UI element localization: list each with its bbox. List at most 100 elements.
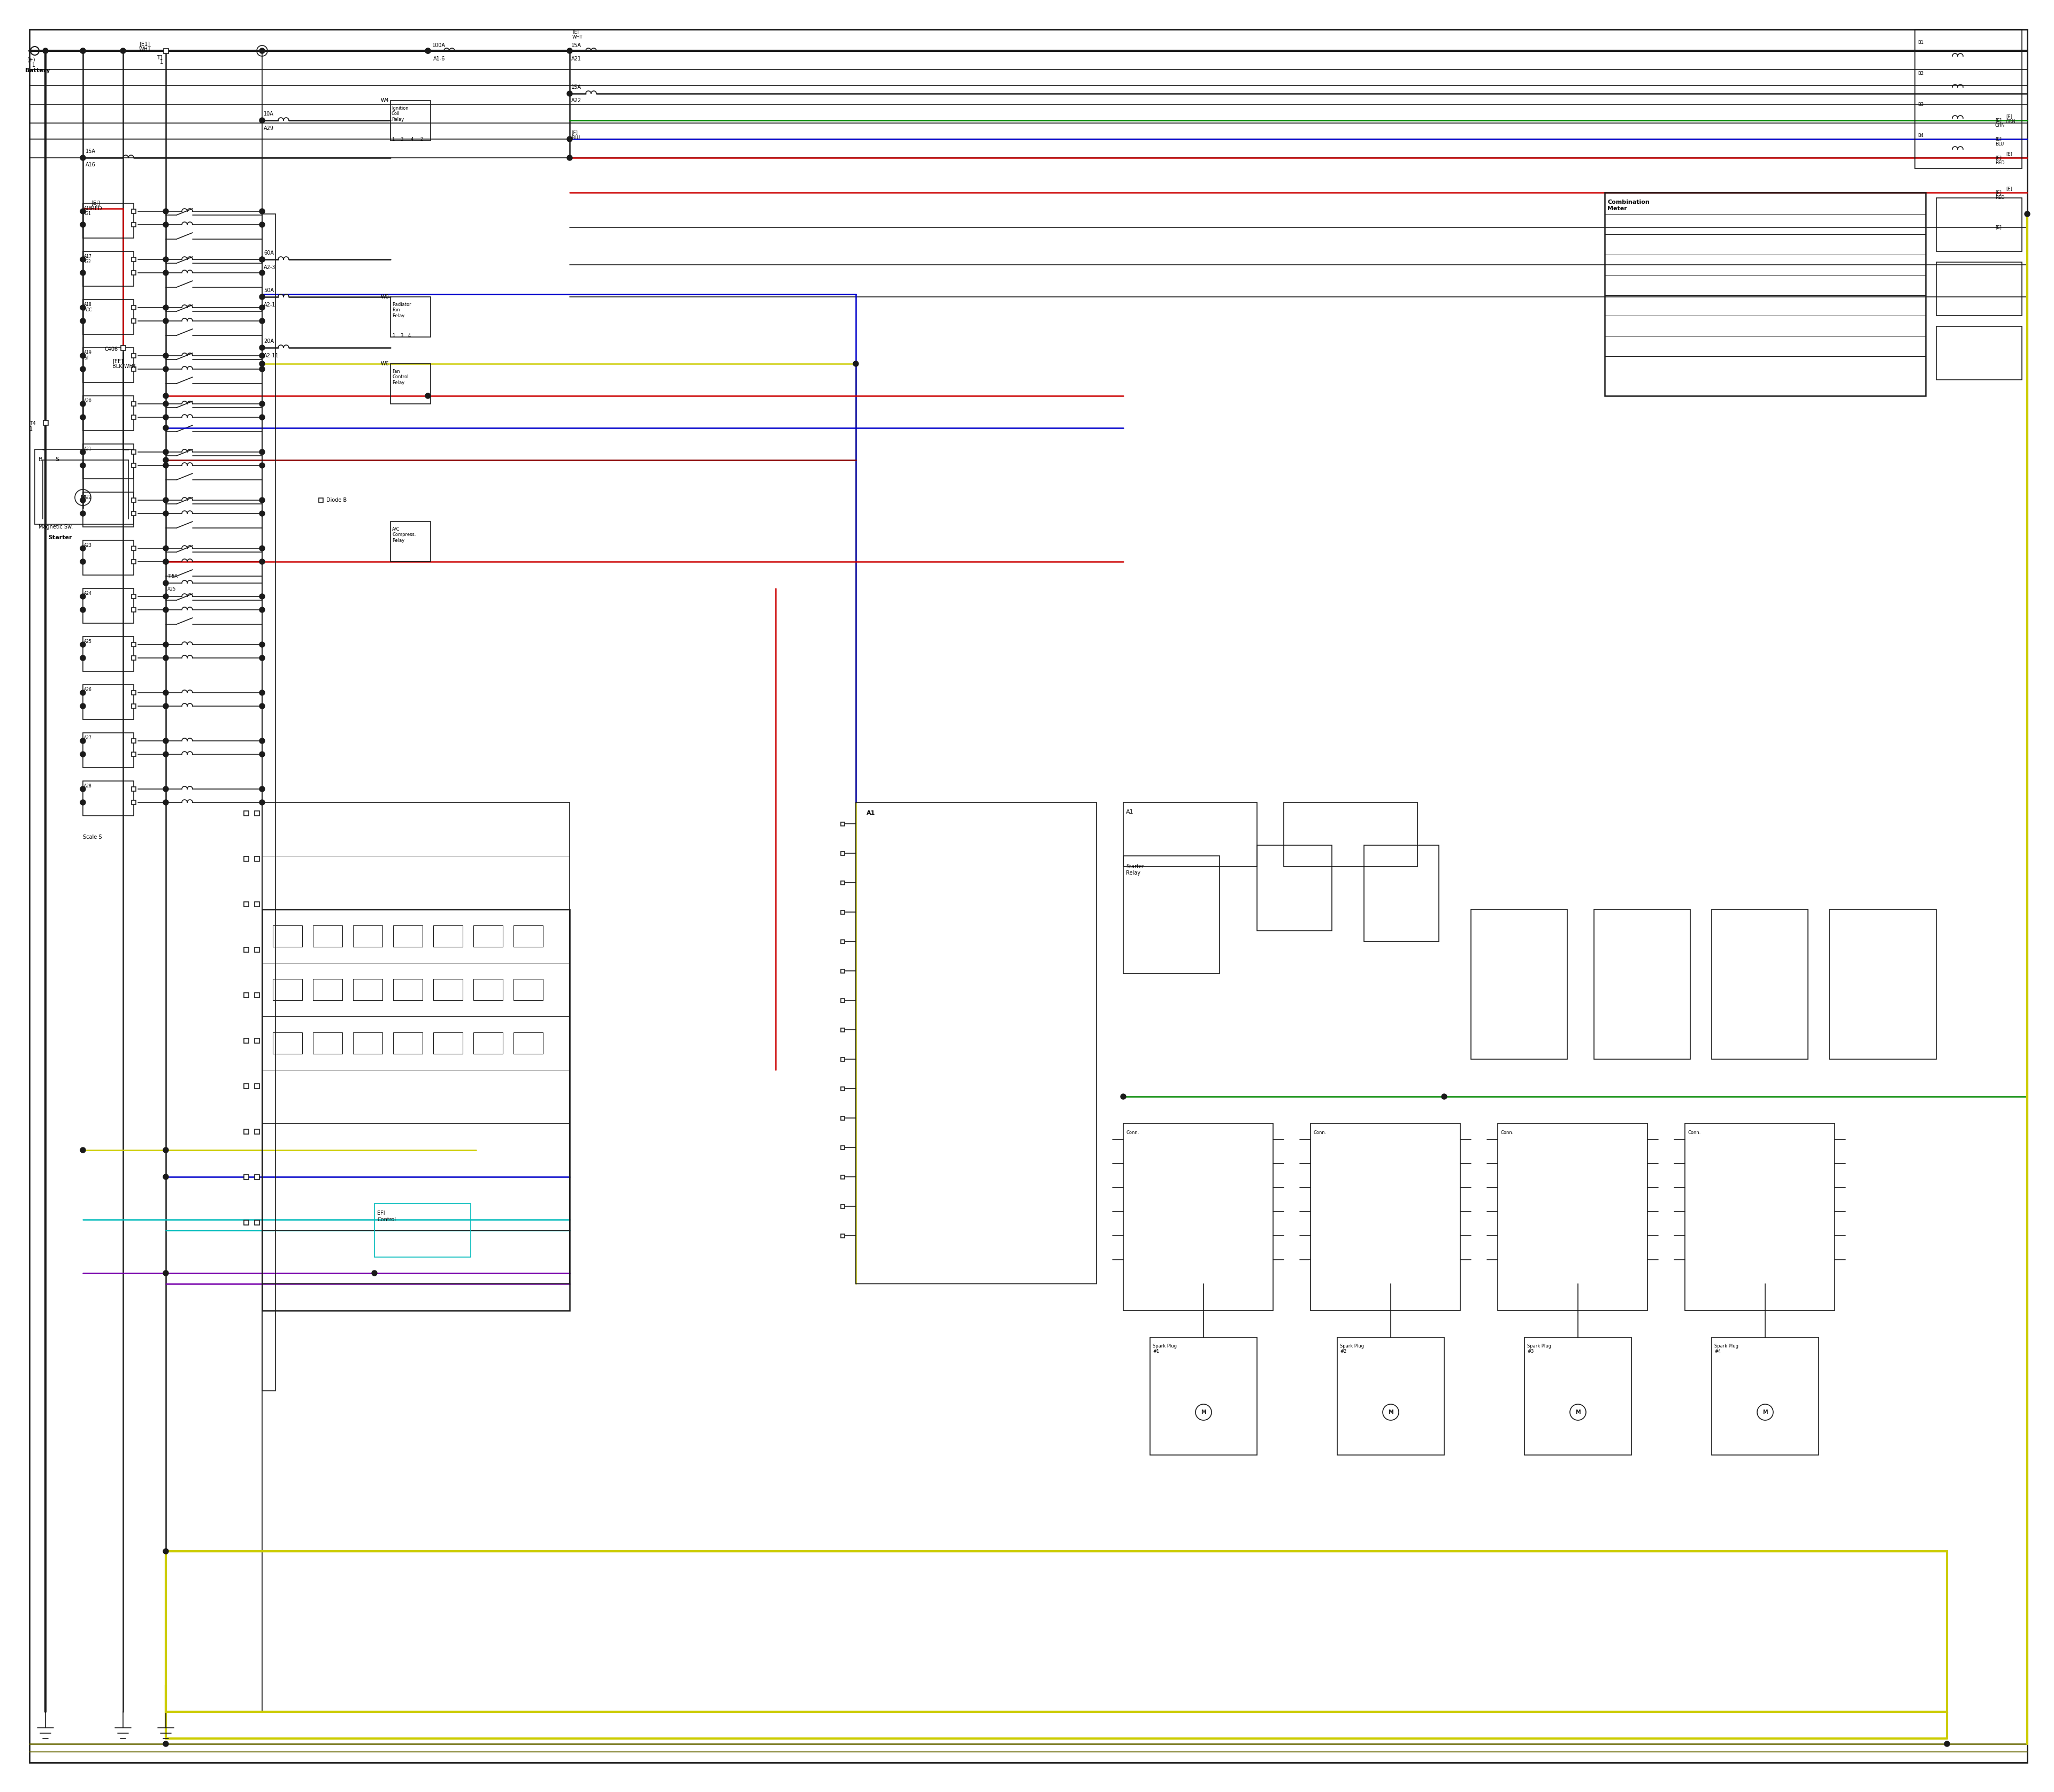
Bar [353,925,382,946]
Circle shape [162,366,168,371]
Text: A2-1: A2-1 [263,303,275,308]
Circle shape [80,353,86,358]
Text: Spark Plug
#3: Spark Plug #3 [1526,1344,1551,1355]
Text: Spark Plug
#4: Spark Plug #4 [1715,1344,1738,1355]
Bar [514,1032,542,1054]
Circle shape [259,462,265,468]
Text: A1-6: A1-6 [433,56,446,61]
Bar [840,1057,844,1061]
Bar [82,251,134,287]
Circle shape [162,607,168,613]
Bar [131,450,136,453]
Circle shape [80,751,86,756]
Bar [164,48,168,54]
Circle shape [162,222,168,228]
Bar [1830,909,1937,1059]
Circle shape [162,559,168,564]
Text: 15A: 15A [571,84,581,90]
Text: (+): (+) [27,57,35,63]
Bar [255,810,259,815]
Bar [273,978,302,1000]
Circle shape [259,690,265,695]
Circle shape [80,799,86,805]
Text: M: M [1575,1410,1580,1416]
Text: A28: A28 [84,783,92,788]
Circle shape [162,799,168,805]
Circle shape [259,498,265,504]
Text: Starter
Relay: Starter Relay [1126,864,1144,876]
Bar [840,1176,844,1179]
Circle shape [80,607,86,613]
Bar [244,993,249,998]
Circle shape [80,690,86,695]
Text: 1: 1 [392,136,394,142]
Circle shape [80,414,86,419]
Bar [244,810,249,815]
Bar [263,213,275,1391]
Circle shape [259,305,265,310]
Bar [255,1038,259,1043]
Circle shape [259,256,265,262]
Bar [244,948,249,952]
Bar [1497,1124,1647,1310]
Text: [E]: [E] [2007,186,2013,192]
Text: Conn.: Conn. [1499,1131,1514,1134]
Text: [E]
WHT: [E] WHT [573,29,583,39]
Bar [273,1032,302,1054]
Bar [131,401,136,407]
Bar [840,880,844,885]
Circle shape [162,401,168,407]
Circle shape [162,353,168,358]
Text: Ignition
Coil
Relay: Ignition Coil Relay [392,106,409,122]
Circle shape [80,156,86,161]
Text: M: M [80,495,86,500]
Circle shape [80,787,86,792]
Circle shape [162,787,168,792]
Bar [131,464,136,468]
Text: 100A: 100A [431,43,446,48]
Bar [131,595,136,599]
Text: B3: B3 [1918,102,1925,108]
Text: [E]: [E] [571,131,577,134]
Bar [1124,803,1257,867]
Text: 15A: 15A [571,43,581,48]
Circle shape [80,498,86,504]
Bar [131,271,136,274]
Bar [82,685,134,719]
Bar [312,1032,343,1054]
Text: 60A: 60A [263,251,273,256]
Bar [131,690,136,695]
Text: 20A: 20A [263,339,273,344]
Circle shape [259,511,265,516]
Text: [E]
RED: [E] RED [1994,156,2005,165]
Circle shape [80,271,86,276]
Circle shape [162,704,168,710]
Text: 4: 4 [409,333,411,339]
Circle shape [259,642,265,647]
Bar [433,978,462,1000]
Text: M: M [1762,1410,1768,1416]
Text: [E]
RED: [E] RED [1994,190,2005,201]
Text: 3: 3 [401,333,403,339]
Text: Battery: Battery [25,68,49,73]
Text: Combination
Meter: Combination Meter [1608,199,1649,211]
Text: T1: T1 [156,56,162,61]
Text: RED: RED [90,206,103,211]
Text: W6: W6 [380,360,388,366]
Circle shape [259,593,265,599]
Text: [EJ]: [EJ] [90,201,101,206]
Circle shape [162,593,168,599]
Text: 1: 1 [160,59,162,65]
Circle shape [259,738,265,744]
Bar [1150,1337,1257,1455]
Bar [244,1129,249,1134]
Bar [1524,1337,1631,1455]
Circle shape [80,1147,86,1152]
Circle shape [162,1742,168,1747]
Circle shape [162,642,168,647]
Circle shape [80,256,86,262]
Text: 1: 1 [33,63,35,68]
Text: Scale S: Scale S [82,835,103,840]
Text: B2: B2 [1918,72,1923,75]
Bar [840,1086,844,1091]
